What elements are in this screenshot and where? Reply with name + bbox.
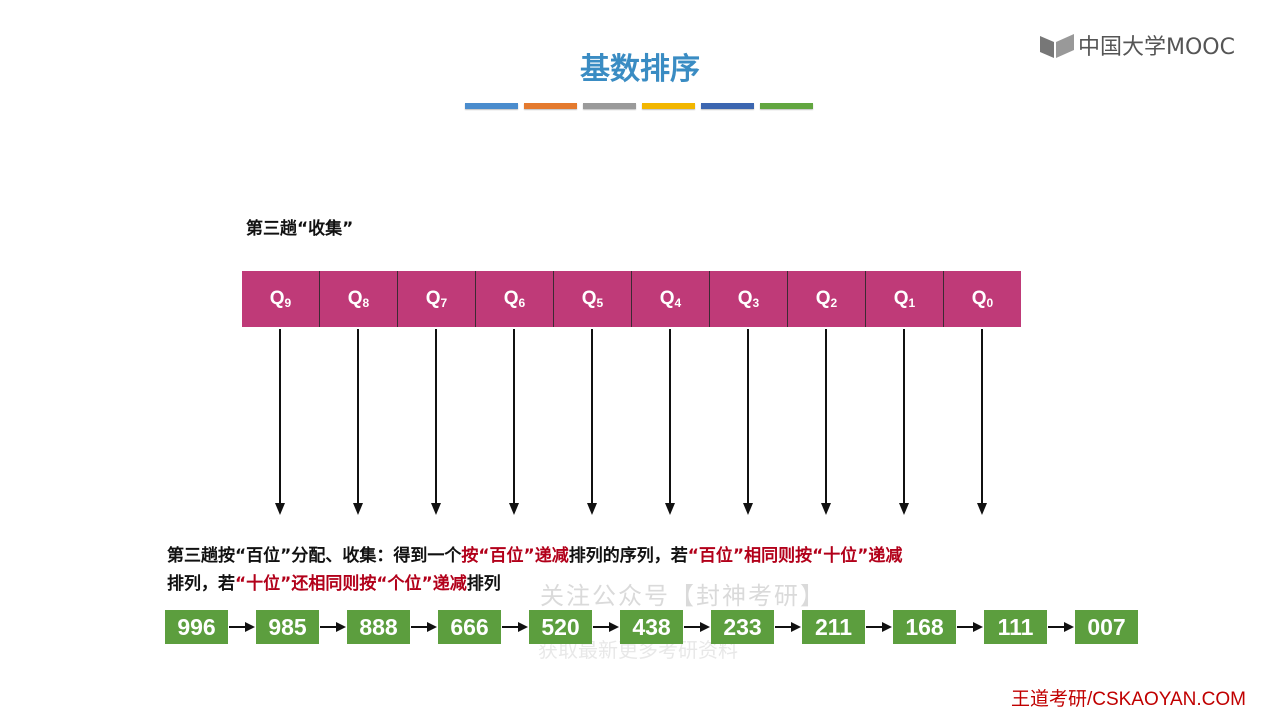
- sequence-node: 438: [620, 610, 683, 644]
- down-arrow-head: [275, 503, 285, 515]
- queue-label: Q: [893, 288, 909, 309]
- accent-color-bars: [465, 103, 819, 109]
- queue-label: Q: [425, 288, 441, 309]
- mooc-logo: 中国大学MOOC: [1040, 30, 1250, 60]
- accent-bar: [701, 103, 754, 109]
- sequence-node: 168: [893, 610, 956, 644]
- queue-subscript: 0: [986, 296, 994, 310]
- queue-label: Q: [971, 288, 987, 309]
- desc-segment: 排列，若: [167, 574, 235, 594]
- right-arrow-icon: [956, 610, 984, 644]
- slide-subtitle: 第三趟“收集”: [246, 219, 354, 239]
- right-arrow-icon: [501, 610, 529, 644]
- accent-bar: [760, 103, 813, 109]
- sequence-node: 233: [711, 610, 774, 644]
- sequence-node: 985: [256, 610, 319, 644]
- queue-label: Q: [269, 288, 285, 309]
- desc-highlight: “百位”相同则按“十位”递减: [687, 546, 903, 566]
- watermark-line-1: 关注公众号【封神考研】: [540, 582, 826, 610]
- sequence-node: 520: [529, 610, 592, 644]
- queue-subscript: 4: [674, 296, 682, 310]
- queue-label: Q: [815, 288, 831, 309]
- sequence-node: 996: [165, 610, 228, 644]
- queue-subscript: 3: [752, 296, 760, 310]
- right-arrow-icon: [410, 610, 438, 644]
- sequence-node: 666: [438, 610, 501, 644]
- logo-text: 中国大学MOOC: [1078, 35, 1235, 60]
- down-arrow-head: [821, 503, 831, 515]
- right-arrow-icon: [683, 610, 711, 644]
- book-logo-icon: [1040, 34, 1074, 58]
- queue-label: Q: [503, 288, 519, 309]
- queue-subscript: 1: [908, 296, 916, 310]
- queue-label: Q: [737, 288, 753, 309]
- slide-title: 基数排序: [580, 52, 700, 87]
- queue-subscript: 2: [830, 296, 838, 310]
- accent-bar: [642, 103, 695, 109]
- right-arrow-icon: [774, 610, 802, 644]
- queue-subscript: 7: [440, 296, 448, 310]
- down-arrow-head: [743, 503, 753, 515]
- queue-label: Q: [347, 288, 363, 309]
- sequence-node: 211: [802, 610, 865, 644]
- desc-segment: 第三趟按“百位”分配、收集：得到一个: [167, 546, 462, 566]
- accent-bar: [465, 103, 518, 109]
- accent-bar: [583, 103, 636, 109]
- accent-bar: [524, 103, 577, 109]
- queue-label: Q: [659, 288, 675, 309]
- footer-brand: 王道考研/CSKAOYAN.COM: [1010, 689, 1246, 710]
- queue-subscript: 6: [518, 296, 526, 310]
- right-arrow-icon: [228, 610, 256, 644]
- sorted-sequence-chain: 996 985 888 666 520 438 233 211 168 111 007: [165, 610, 1138, 644]
- queue-subscript: 9: [284, 296, 292, 310]
- down-arrow-head: [587, 503, 597, 515]
- down-arrow-head: [353, 503, 363, 515]
- down-arrow-head: [977, 503, 987, 515]
- right-arrow-icon: [592, 610, 620, 644]
- sequence-node: 111: [984, 610, 1047, 644]
- down-arrow-head: [899, 503, 909, 515]
- right-arrow-icon: [319, 610, 347, 644]
- queue-subscript: 5: [596, 296, 604, 310]
- desc-segment: 排列: [466, 574, 501, 594]
- desc-segment: 排列的序列，若: [568, 546, 688, 566]
- description-text: 第三趟按“百位”分配、收集：得到一个按“百位”递减排列的序列，若“百位”相同则按…: [167, 542, 1027, 598]
- sequence-node: 888: [347, 610, 410, 644]
- desc-highlight: 按“百位”递减: [461, 546, 569, 566]
- queue-subscript: 8: [362, 296, 370, 310]
- down-arrow-head: [509, 503, 519, 515]
- right-arrow-icon: [865, 610, 893, 644]
- down-arrow-head: [665, 503, 675, 515]
- sequence-node: 007: [1075, 610, 1138, 644]
- right-arrow-icon: [1047, 610, 1075, 644]
- down-arrow-head: [431, 503, 441, 515]
- desc-highlight: “十位”还相同则按“个位”递减: [235, 574, 467, 594]
- queue-label: Q: [581, 288, 597, 309]
